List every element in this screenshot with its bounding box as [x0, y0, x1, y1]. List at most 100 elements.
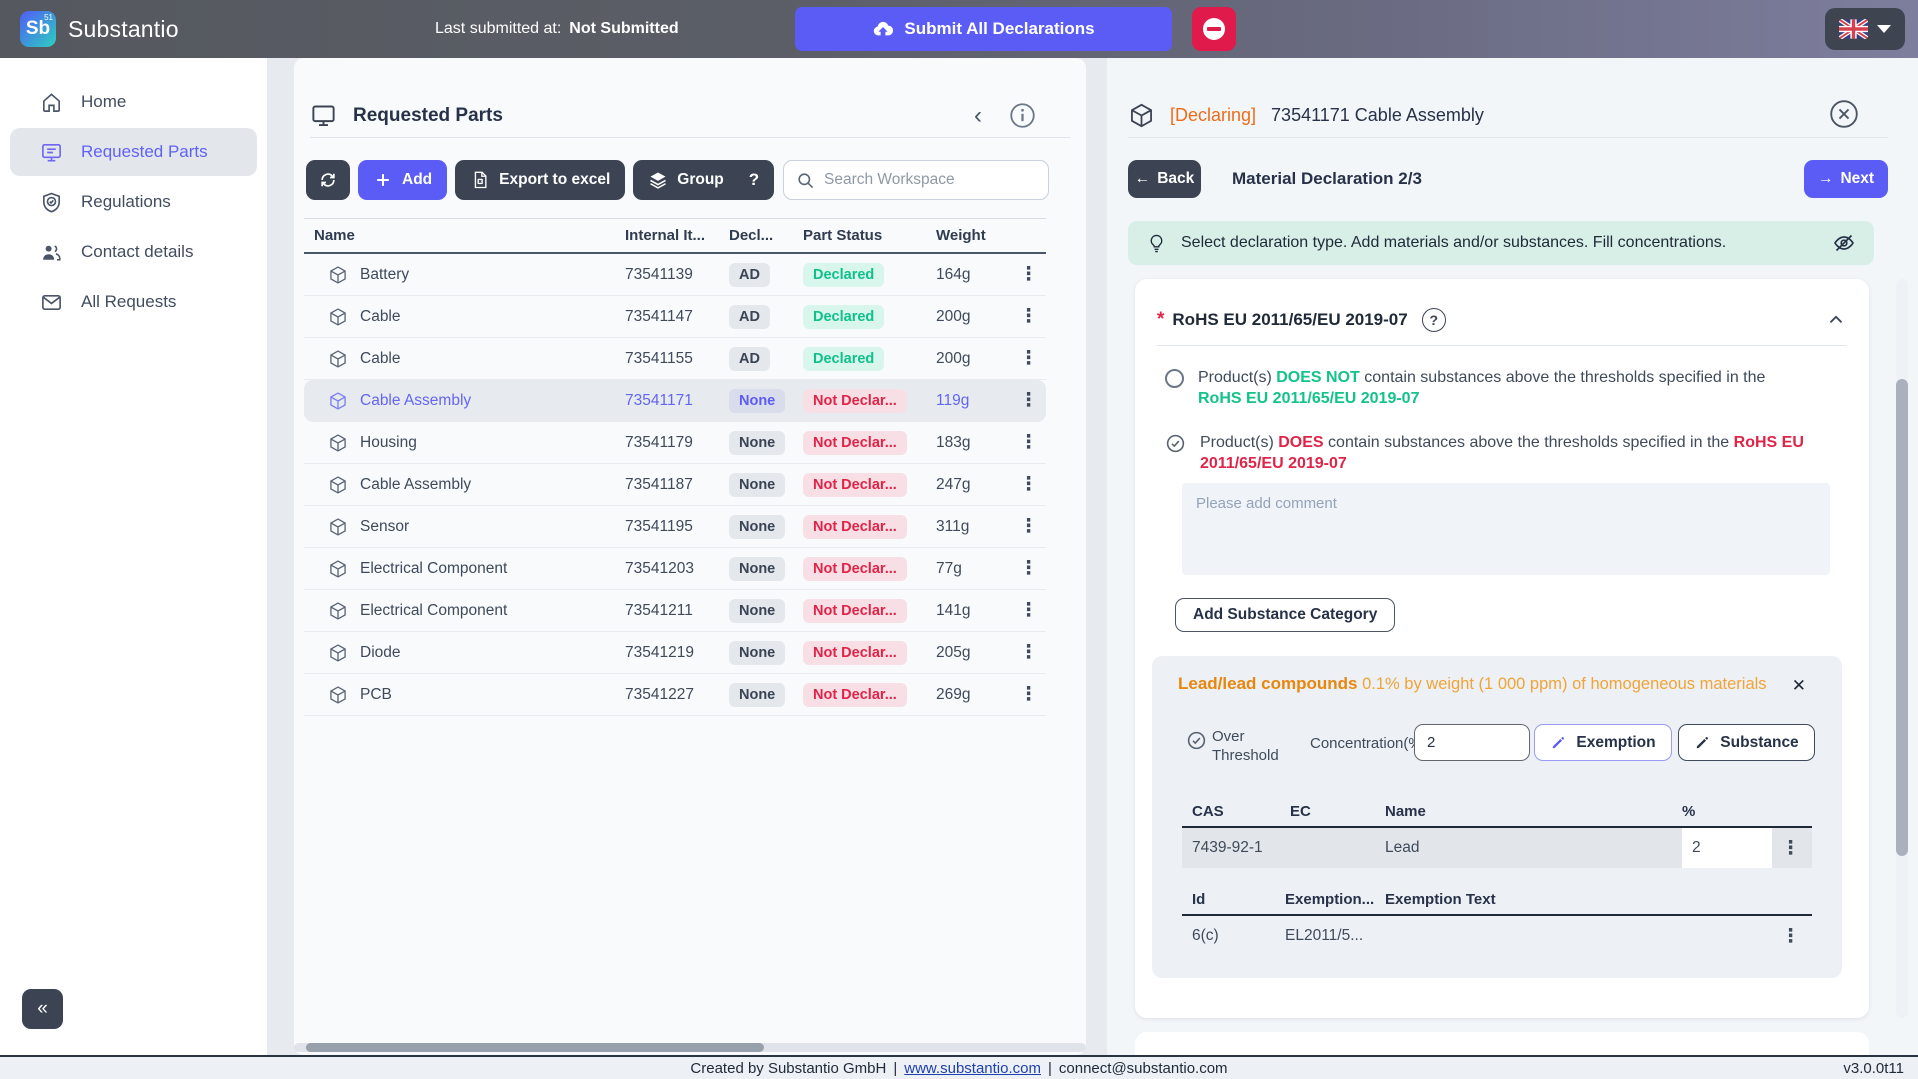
table-row[interactable]: Cable 73541147 AD Declared 200g ⋮ — [304, 296, 1046, 338]
col-header-internal-item[interactable]: Internal It... — [615, 227, 719, 244]
concentration-label: Concentration(%) — [1310, 735, 1427, 752]
remove-category-icon[interactable]: ✕ — [1792, 678, 1806, 694]
table-row-selected[interactable]: Cable Assembly 73541171 None Not Declar.… — [304, 380, 1046, 422]
cube-icon — [328, 475, 348, 495]
table-row[interactable]: Housing 73541179 None Not Declar... 183g… — [304, 422, 1046, 464]
vertical-scrollbar-thumb[interactable] — [1896, 379, 1908, 856]
declaration-badge: AD — [729, 305, 770, 329]
horizontal-scrollbar-thumb[interactable] — [306, 1043, 764, 1052]
brand-name: Substantio — [68, 16, 179, 43]
cube-icon — [328, 517, 348, 537]
group-button[interactable]: Group ? — [633, 160, 774, 200]
sidebar-collapse-button[interactable]: « — [22, 989, 63, 1029]
required-mark: * — [1157, 309, 1164, 331]
sidebar-item-requested-parts[interactable]: Requested Parts — [10, 128, 257, 176]
info-icon[interactable] — [1009, 102, 1036, 129]
table-row[interactable]: PCB 73541227 None Not Declar... 269g ⋮ — [304, 674, 1046, 716]
row-menu-button[interactable]: ⋮ — [1011, 557, 1046, 580]
lightbulb-icon — [1146, 233, 1167, 254]
col-header-name[interactable]: Name — [304, 227, 615, 244]
footer-website-link[interactable]: www.substantio.com — [904, 1060, 1041, 1077]
col-header-name: Name — [1385, 803, 1682, 820]
substance-row[interactable]: 7439-92-1 Lead 2 ⋮ — [1182, 828, 1812, 868]
sidebar-item-label: Regulations — [81, 192, 171, 212]
status-badge: Declared — [803, 263, 884, 287]
parts-table-header: Name Internal It... Decl... Part Status … — [304, 218, 1046, 254]
status-badge: Not Declar... — [803, 515, 907, 539]
option-does-not-contain[interactable]: Product(s) DOES NOT contain substances a… — [1165, 367, 1833, 409]
table-row[interactable]: Cable Assembly 73541187 None Not Declar.… — [304, 464, 1046, 506]
language-selector[interactable] — [1825, 8, 1905, 50]
sidebar-item-contact-details[interactable]: Contact details — [10, 228, 257, 276]
eye-off-icon[interactable] — [1832, 231, 1856, 255]
declaration-badge: None — [729, 557, 785, 581]
regulation-help-icon[interactable]: ? — [1422, 308, 1446, 332]
back-button[interactable]: ←Back — [1128, 160, 1201, 198]
col-header-declaration[interactable]: Decl... — [719, 227, 793, 244]
row-menu-button[interactable]: ⋮ — [1781, 837, 1812, 860]
cube-icon — [328, 307, 348, 327]
col-header-weight[interactable]: Weight — [926, 227, 1011, 244]
submit-all-declarations-button[interactable]: Submit All Declarations — [795, 7, 1172, 51]
status-badge: Declared — [803, 305, 884, 329]
add-substance-category-button[interactable]: Add Substance Category — [1175, 598, 1395, 632]
row-menu-button[interactable]: ⋮ — [1011, 599, 1046, 622]
workspace-search[interactable] — [783, 160, 1049, 200]
table-row[interactable]: Sensor 73541195 None Not Declar... 311g … — [304, 506, 1046, 548]
blocked-submissions-button[interactable] — [1192, 7, 1236, 51]
cube-icon — [1128, 102, 1155, 129]
option-does-contain[interactable]: Product(s) DOES contain substances above… — [1165, 432, 1833, 474]
exemption-row[interactable]: 6(c) EL2011/5... ⋮ — [1182, 916, 1812, 956]
exemption-button[interactable]: Exemption — [1534, 724, 1672, 761]
search-input[interactable] — [824, 171, 1036, 189]
row-menu-button[interactable]: ⋮ — [1011, 473, 1046, 496]
chevron-down-icon — [1877, 25, 1891, 33]
declaration-badge: None — [729, 599, 785, 623]
chevron-up-icon[interactable] — [1825, 309, 1847, 331]
table-row[interactable]: Electrical Component 73541203 None Not D… — [304, 548, 1046, 590]
add-button[interactable]: Add — [358, 160, 447, 200]
footer: Created by Substantio GmbH | www.substan… — [0, 1055, 1918, 1079]
sidebar-item-label: Requested Parts — [81, 142, 208, 162]
export-to-excel-button[interactable]: Export to excel — [455, 160, 625, 200]
row-menu-button[interactable]: ⋮ — [1011, 305, 1046, 328]
sidebar-item-label: Home — [81, 92, 126, 112]
app-version: v3.0.0t11 — [1843, 1060, 1904, 1077]
close-panel-icon[interactable] — [1828, 98, 1860, 130]
arrow-left-icon: ← — [1135, 170, 1151, 188]
app-logo: Sb 51 — [20, 11, 56, 47]
substance-percent-cell[interactable]: 2 — [1682, 828, 1772, 868]
footer-email: connect@substantio.com — [1059, 1060, 1228, 1077]
cube-icon — [328, 601, 348, 621]
comment-textarea[interactable] — [1182, 483, 1830, 575]
last-submitted-label: Last submitted at: — [435, 20, 561, 38]
cube-icon — [328, 559, 348, 579]
collapse-panel-icon[interactable]: ‹ — [974, 106, 982, 126]
next-button[interactable]: →Next — [1804, 160, 1888, 198]
substance-button[interactable]: Substance — [1678, 724, 1815, 761]
table-row[interactable]: Battery 73541139 AD Declared 164g ⋮ — [304, 254, 1046, 296]
cube-icon — [328, 433, 348, 453]
row-menu-button[interactable]: ⋮ — [1011, 683, 1046, 706]
sidebar-item-regulations[interactable]: Regulations — [10, 178, 257, 226]
search-icon — [796, 171, 815, 190]
row-menu-button[interactable]: ⋮ — [1011, 347, 1046, 370]
table-row[interactable]: Cable 73541155 AD Declared 200g ⋮ — [304, 338, 1046, 380]
table-row[interactable]: Electrical Component 73541211 None Not D… — [304, 590, 1046, 632]
row-menu-button[interactable]: ⋮ — [1011, 431, 1046, 454]
sidebar-item-all-requests[interactable]: All Requests — [10, 278, 257, 326]
table-row[interactable]: Diode 73541219 None Not Declar... 205g ⋮ — [304, 632, 1046, 674]
row-menu-button[interactable]: ⋮ — [1011, 389, 1046, 412]
row-menu-button[interactable]: ⋮ — [1011, 641, 1046, 664]
declaration-badge: AD — [729, 263, 770, 287]
monitor-icon — [40, 141, 63, 164]
refresh-button[interactable] — [306, 160, 350, 200]
concentration-input[interactable] — [1414, 724, 1530, 761]
group-help-icon[interactable]: ? — [749, 170, 759, 190]
row-menu-button[interactable]: ⋮ — [1011, 515, 1046, 538]
sidebar-item-home[interactable]: Home — [10, 78, 257, 126]
col-header-part-status[interactable]: Part Status — [793, 227, 926, 244]
panel-title: Requested Parts — [353, 105, 503, 127]
row-menu-button[interactable]: ⋮ — [1011, 263, 1046, 286]
row-menu-button[interactable]: ⋮ — [1781, 925, 1812, 948]
